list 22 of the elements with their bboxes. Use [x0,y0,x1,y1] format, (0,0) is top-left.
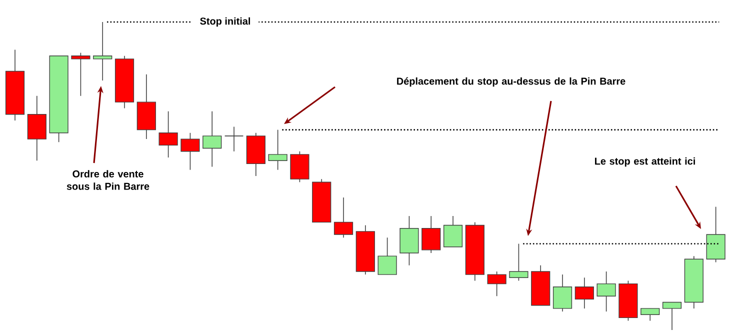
candlestick [158,110,178,158]
annotation: Déplacement du stop au-dessus de la Pin Barre [397,77,626,87]
ref-line-label: Stop initial [200,17,250,27]
candlestick [268,129,288,170]
candlestick [574,277,594,309]
candlestick [487,271,506,297]
candlestick [640,308,660,322]
annotation: Le stop est atteint ici [595,157,695,167]
candlestick [180,132,200,170]
candlestick [334,197,354,238]
candlestick [93,22,112,81]
candlestick [552,274,572,312]
candlestick [224,126,244,152]
candlestick [378,237,397,275]
candlestick [71,52,90,96]
candlestick [596,271,616,312]
candlestick [422,216,441,254]
candlestick [662,302,682,330]
candlestick [509,243,528,282]
candlestick [202,110,222,168]
candlestick [443,216,463,248]
annotation: Ordre de vente sous la Pin Barre [66,170,150,190]
